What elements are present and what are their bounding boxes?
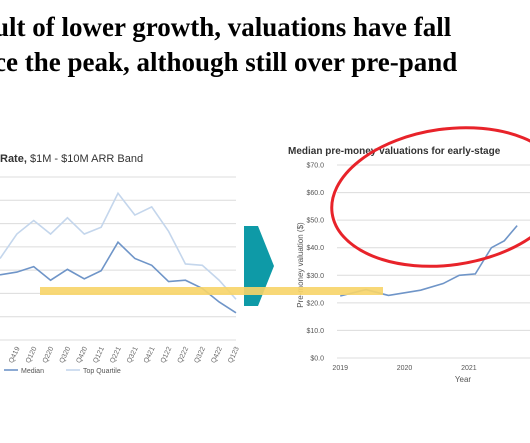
y-tick-label: $40.0 [306,245,324,252]
headline: ult of lower growth, valuations have fal… [0,10,530,80]
y-tick-label: $0.0 [310,356,324,363]
legend-label: Median [21,368,44,375]
y-axis-title: Pre-money valuation ($) [296,222,305,308]
x-tick-label: Q121 [92,346,106,365]
x-tick-label: Q421 [143,346,157,365]
left-chart-title-bold: Rate, [0,153,27,165]
x-tick-label: Q123 [227,346,241,365]
left-line-chart: Q419 Q120 Q220 Q320 Q420 Q121 Q221 Q321 Q421 Q122… [0,176,241,375]
x-tick-label: Q321 [126,346,140,365]
x-tick-label: Q221 [109,346,123,365]
left-chart-title-rest: $1M - $10M ARR Band [26,153,144,165]
series-line-valuation [340,225,518,297]
x-tick-label: Q120 [25,346,39,365]
x-tick-label: Q220 [42,346,56,365]
right-line-chart: $0.0 $10.0 $20.0 $30.0 $40.0 $50.0 $60.0 $70.0 2… [296,163,530,384]
series-line-top-quartile [0,191,237,300]
x-tick-label: 2019 [332,365,348,372]
x-tick-label: Q222 [177,346,191,365]
y-tick-label: $30.0 [306,273,324,280]
series-line-median [0,240,237,314]
arrow-right-icon [244,226,274,306]
x-axis-title: Year [455,375,472,384]
y-tick-label: $10.0 [306,328,324,335]
x-tick-label: 2021 [461,365,477,372]
x-tick-label: Q122 [160,346,174,365]
legend-label: Top Quartile [83,368,121,375]
left-chart-title: Rate, $1M - $10M ARR Band [0,153,143,165]
headline-line-1: ult of lower growth, valuations have fal… [0,12,452,42]
headline-line-2: ce the peak, although still over pre-pan… [0,47,458,77]
x-tick-label: Q420 [76,346,90,365]
y-tick-label: $60.0 [306,190,324,197]
y-tick-label: $70.0 [306,163,324,170]
x-tick-label: 2020 [397,365,413,372]
x-tick-label: Q320 [59,346,73,365]
y-tick-label: $50.0 [306,218,324,225]
x-tick-label: Q322 [194,346,208,365]
x-tick-label: Q419 [8,346,22,365]
y-tick-label: $20.0 [306,300,324,307]
x-tick-label: Q422 [210,346,224,365]
